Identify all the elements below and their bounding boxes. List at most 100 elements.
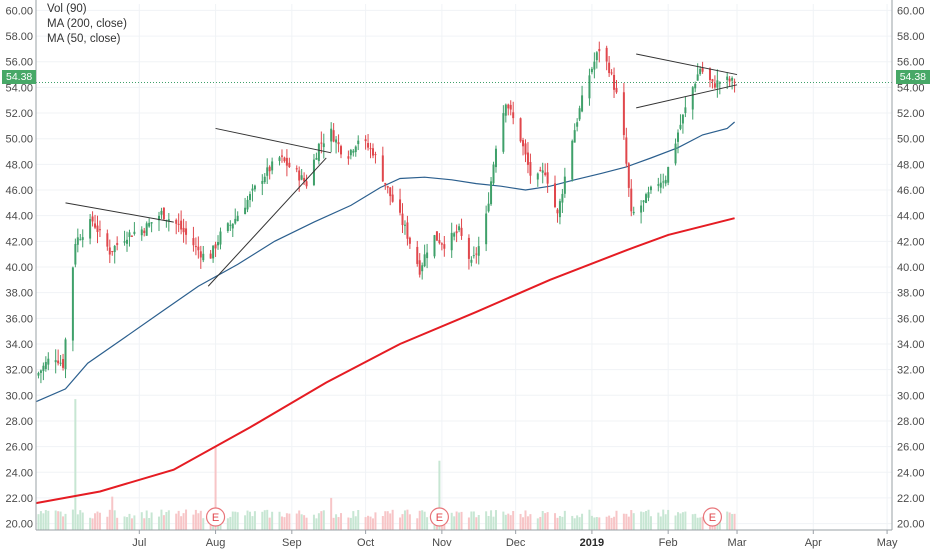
volume-bar <box>81 512 84 530</box>
volume-bar <box>522 517 525 530</box>
candle-body <box>519 118 522 142</box>
volume-bar <box>421 510 424 530</box>
candle-body <box>106 233 109 247</box>
volume-bar <box>726 511 729 530</box>
volume-bar <box>470 511 473 530</box>
candle-body <box>512 112 515 119</box>
volume-bar <box>108 509 111 530</box>
volume-bar <box>162 515 165 530</box>
candle-body <box>143 230 146 233</box>
candle-body <box>94 223 97 228</box>
legend-ma200[interactable]: MA (200, close) <box>47 18 127 30</box>
y-tick-label-right: 60.00 <box>897 5 925 17</box>
candle-body <box>679 124 682 129</box>
candle-body <box>544 172 547 175</box>
volume-bar <box>529 514 532 530</box>
y-tick-label-left: 54.00 <box>5 82 33 94</box>
candle-body <box>263 176 266 183</box>
candle-body <box>467 237 470 259</box>
volume-bar <box>640 511 643 530</box>
volume-bar <box>332 517 335 530</box>
candle-body <box>522 140 525 147</box>
volume-bar <box>593 517 596 530</box>
volume-bar <box>418 510 421 530</box>
y-tick-label-right: 44.00 <box>897 211 925 223</box>
volume-bar <box>145 510 148 530</box>
volume-bar <box>317 513 320 530</box>
candle-body <box>298 170 301 181</box>
candle-body <box>554 183 557 207</box>
candle-body <box>261 180 264 184</box>
candle-body <box>632 211 635 214</box>
candle-body <box>630 188 633 212</box>
volume-bar <box>214 446 217 530</box>
volume-bar <box>194 509 197 530</box>
earnings-marker <box>429 507 450 527</box>
volume-bar <box>157 516 160 530</box>
volume-bar <box>315 518 318 530</box>
candle-body <box>295 168 298 170</box>
y-tick-label-right: 56.00 <box>897 57 925 69</box>
candle-body <box>39 370 42 373</box>
candle-body <box>401 213 404 226</box>
candle-body <box>219 231 222 245</box>
y-tick-label-left: 46.00 <box>5 185 33 197</box>
volume-bar <box>490 510 493 530</box>
candlesticks[interactable] <box>37 41 736 384</box>
candle-body <box>581 95 584 112</box>
candle-body <box>403 224 406 226</box>
candle-body <box>558 201 561 218</box>
candle-body <box>300 175 303 180</box>
candle-body <box>74 244 77 265</box>
candle-body <box>610 72 613 74</box>
ma200-line <box>35 217 735 505</box>
legend-volume[interactable]: Vol (90) <box>47 3 87 15</box>
volume-bar <box>615 510 618 530</box>
candle-body <box>113 245 116 253</box>
candle-body <box>367 143 370 148</box>
candle-body <box>389 187 392 197</box>
candle-body <box>386 186 389 188</box>
x-tick-label: Dec <box>506 537 526 549</box>
candle-body <box>649 186 652 191</box>
y-tick-label-left: 34.00 <box>5 339 33 351</box>
candle-body <box>701 67 704 72</box>
volume-bar <box>487 516 490 530</box>
candle-body <box>699 68 702 75</box>
legend-ma50[interactable]: MA (50, close) <box>47 33 121 45</box>
candle-body <box>485 213 488 245</box>
volume-bar <box>94 513 97 530</box>
volume-bar <box>271 511 274 530</box>
candle-body <box>37 373 40 376</box>
volume-bar <box>504 514 507 530</box>
candle-body <box>212 245 215 259</box>
candle-body <box>162 207 165 220</box>
trendline <box>215 127 332 154</box>
candle-body <box>62 359 65 368</box>
candle-body <box>677 132 679 142</box>
volume-bar <box>578 517 581 530</box>
candle-body <box>177 223 180 225</box>
volume-bar <box>280 516 283 530</box>
last-price-tag-right: 54.38 <box>895 70 930 84</box>
candle-body <box>598 48 601 52</box>
earnings-marker <box>702 507 723 527</box>
volume-bar <box>406 509 409 530</box>
volume-bar <box>91 518 94 530</box>
candle-body <box>524 143 527 155</box>
y-tick-label-left: 60.00 <box>5 5 33 17</box>
volume-bar <box>622 513 625 530</box>
candle-body <box>588 75 591 99</box>
volume-bar <box>244 515 247 530</box>
volume-bar <box>610 517 613 530</box>
volume-bar <box>300 514 303 530</box>
candle-body <box>317 143 320 162</box>
candle-body <box>81 237 84 240</box>
volume-bar <box>401 514 404 530</box>
candle-body <box>322 143 325 148</box>
candle-body <box>76 237 79 245</box>
volume-bar <box>278 511 281 530</box>
y-tick-label-right: 58.00 <box>897 31 925 43</box>
